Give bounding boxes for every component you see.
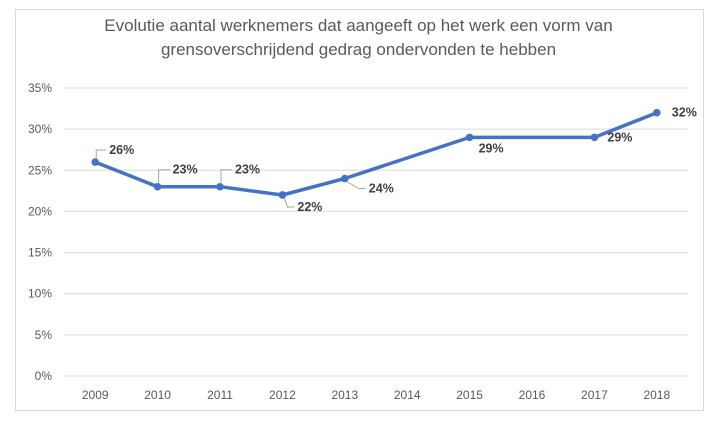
data-label: 29%	[479, 141, 504, 155]
data-point-marker	[153, 182, 162, 191]
data-label-leader	[158, 169, 170, 184]
y-tick-label: 20%	[28, 204, 52, 218]
x-tick-label: 2014	[394, 388, 421, 402]
y-tick-label: 0%	[35, 369, 53, 383]
x-tick-label: 2011	[207, 388, 233, 402]
y-tick-label: 25%	[28, 163, 52, 177]
y-tick-label: 30%	[28, 122, 52, 136]
data-point-marker	[590, 133, 599, 142]
x-tick-label: 2010	[144, 388, 171, 402]
data-label-leader	[220, 169, 232, 184]
chart-area	[15, 9, 704, 411]
data-label: 26%	[109, 143, 134, 157]
x-tick-label: 2016	[519, 388, 546, 402]
x-tick-label: 2009	[82, 388, 109, 402]
data-point-marker	[278, 191, 287, 199]
x-tick-label: 2018	[643, 388, 670, 402]
data-point-marker	[465, 133, 474, 142]
chart-title-line-2: grensoverschrijdend gedrag ondervonden t…	[160, 40, 557, 59]
data-label: 32%	[672, 106, 697, 120]
x-tick-label: 2015	[456, 388, 483, 402]
data-label: 23%	[173, 163, 198, 177]
y-tick-label: 15%	[28, 246, 52, 260]
chart-title: Evolutie aantal werknemers dat aangeeft …	[0, 14, 717, 62]
series-line	[93, 110, 659, 197]
data-point-marker	[341, 174, 349, 183]
chart-title-line-1: Evolutie aantal werknemers dat aangeeft …	[104, 16, 613, 35]
y-tick-label: 10%	[28, 287, 52, 301]
data-label-leader	[283, 197, 295, 208]
data-label: 22%	[297, 200, 322, 214]
y-tick-label: 35%	[28, 81, 52, 95]
data-label: 23%	[235, 163, 260, 177]
x-tick-label: 2012	[269, 388, 296, 402]
data-label: 24%	[369, 182, 394, 196]
data-label-leader	[346, 181, 366, 190]
y-tick-label: 5%	[35, 328, 53, 342]
data-label-leader	[95, 149, 107, 160]
data-label: 29%	[607, 130, 632, 144]
x-tick-label: 2017	[581, 388, 608, 402]
data-point-marker	[91, 158, 99, 166]
data-point-marker	[653, 108, 661, 117]
x-tick-label: 2013	[331, 388, 358, 402]
data-point-marker	[216, 182, 224, 191]
